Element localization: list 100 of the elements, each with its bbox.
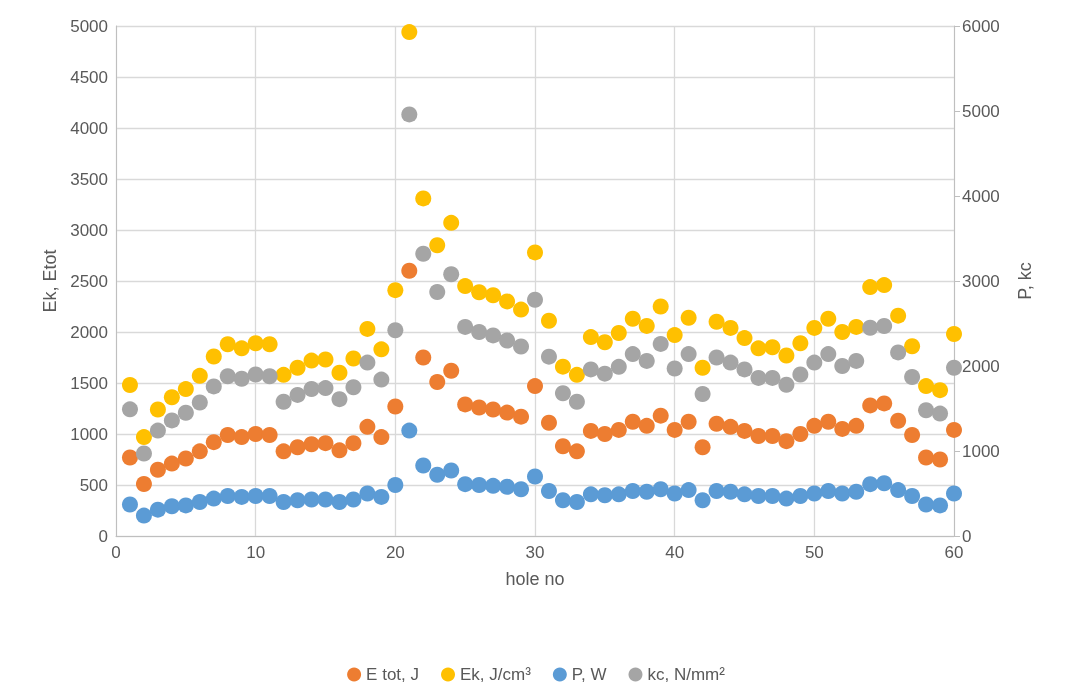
point: [191, 394, 208, 411]
y-tick-label: 1500: [70, 373, 108, 393]
point: [554, 385, 571, 402]
point: [359, 354, 376, 371]
point: [303, 436, 320, 453]
point: [806, 485, 823, 502]
point: [373, 488, 390, 505]
point: [540, 482, 557, 499]
point: [582, 486, 599, 503]
point: [317, 435, 334, 452]
point: [582, 361, 599, 378]
point: [764, 339, 781, 356]
point: [499, 404, 516, 421]
x-tick-label: 20: [385, 543, 405, 562]
point: [275, 443, 292, 460]
legend-label: kc, N/mm²: [647, 665, 726, 684]
y-tick-label: 3500: [70, 169, 108, 189]
point: [904, 369, 921, 386]
x-tick-label: 10: [246, 543, 266, 562]
point: [638, 317, 655, 334]
point: [722, 319, 739, 336]
point: [652, 298, 669, 315]
point: [750, 369, 767, 386]
y2-tick-label: 5000: [962, 101, 1000, 121]
point: [708, 349, 725, 366]
point: [233, 488, 250, 505]
point: [387, 477, 404, 493]
point: [219, 368, 236, 385]
point: [149, 422, 166, 439]
point: [680, 482, 697, 499]
point: [652, 407, 669, 424]
point: [121, 449, 138, 466]
point: [862, 476, 879, 493]
y-tick-label: 500: [79, 475, 108, 495]
point: [401, 422, 418, 439]
point: [275, 494, 292, 510]
point: [680, 413, 697, 430]
point: [219, 336, 236, 353]
point: [289, 492, 306, 509]
point: [317, 380, 334, 397]
point: [429, 284, 446, 301]
point: [582, 329, 599, 346]
point: [163, 412, 180, 429]
point: [862, 279, 879, 296]
point: [666, 485, 683, 502]
point: [596, 365, 613, 382]
legend-label: P, W: [571, 665, 607, 684]
point: [694, 439, 711, 456]
point: [149, 461, 166, 478]
point: [415, 349, 432, 366]
point: [149, 501, 166, 518]
point: [471, 399, 488, 416]
y-tick-label: 3000: [70, 220, 108, 240]
point: [554, 358, 571, 375]
x-tick-label: 40: [665, 543, 685, 562]
point: [778, 347, 795, 364]
point: [429, 373, 446, 390]
point: [736, 422, 753, 439]
point: [527, 244, 543, 261]
point: [345, 435, 362, 452]
y-tick-label: 0: [98, 526, 108, 546]
point: [932, 497, 949, 514]
point: [666, 360, 683, 377]
point: [946, 359, 962, 376]
y-tick-label: 4500: [70, 67, 108, 87]
point: [317, 491, 334, 508]
point: [708, 415, 725, 432]
point: [540, 348, 557, 365]
point: [890, 412, 907, 429]
point: [918, 378, 935, 395]
point: [191, 494, 208, 510]
point: [429, 466, 446, 483]
point: [568, 393, 585, 410]
point: [694, 359, 711, 376]
point: [205, 348, 222, 365]
point: [540, 414, 557, 431]
point: [792, 488, 809, 505]
point: [624, 346, 641, 363]
point: [834, 324, 851, 340]
point: [806, 417, 823, 434]
point: [792, 426, 809, 442]
point: [708, 482, 725, 499]
point: [289, 386, 306, 403]
point: [834, 358, 851, 374]
point: [457, 318, 474, 335]
point: [205, 434, 222, 451]
point: [820, 310, 837, 327]
point: [121, 496, 138, 513]
point: [904, 338, 921, 355]
point: [331, 391, 348, 408]
point: [471, 477, 488, 493]
point: [163, 389, 180, 406]
point: [834, 420, 851, 437]
point: [401, 262, 418, 279]
point: [610, 486, 627, 503]
point: [848, 483, 865, 500]
point: [638, 417, 655, 434]
point: [275, 393, 292, 410]
point: [219, 427, 236, 444]
point: [121, 401, 138, 418]
